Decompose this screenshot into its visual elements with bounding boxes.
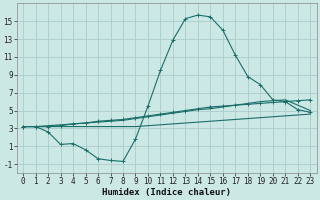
- X-axis label: Humidex (Indice chaleur): Humidex (Indice chaleur): [102, 188, 231, 197]
